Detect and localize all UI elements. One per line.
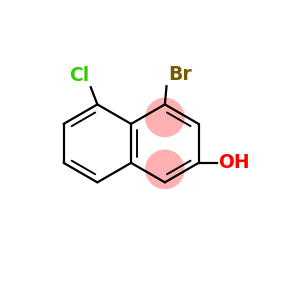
Circle shape bbox=[145, 98, 185, 137]
Text: Cl: Cl bbox=[69, 66, 89, 85]
Circle shape bbox=[145, 150, 185, 189]
Text: OH: OH bbox=[218, 153, 250, 172]
Text: Br: Br bbox=[168, 64, 192, 84]
